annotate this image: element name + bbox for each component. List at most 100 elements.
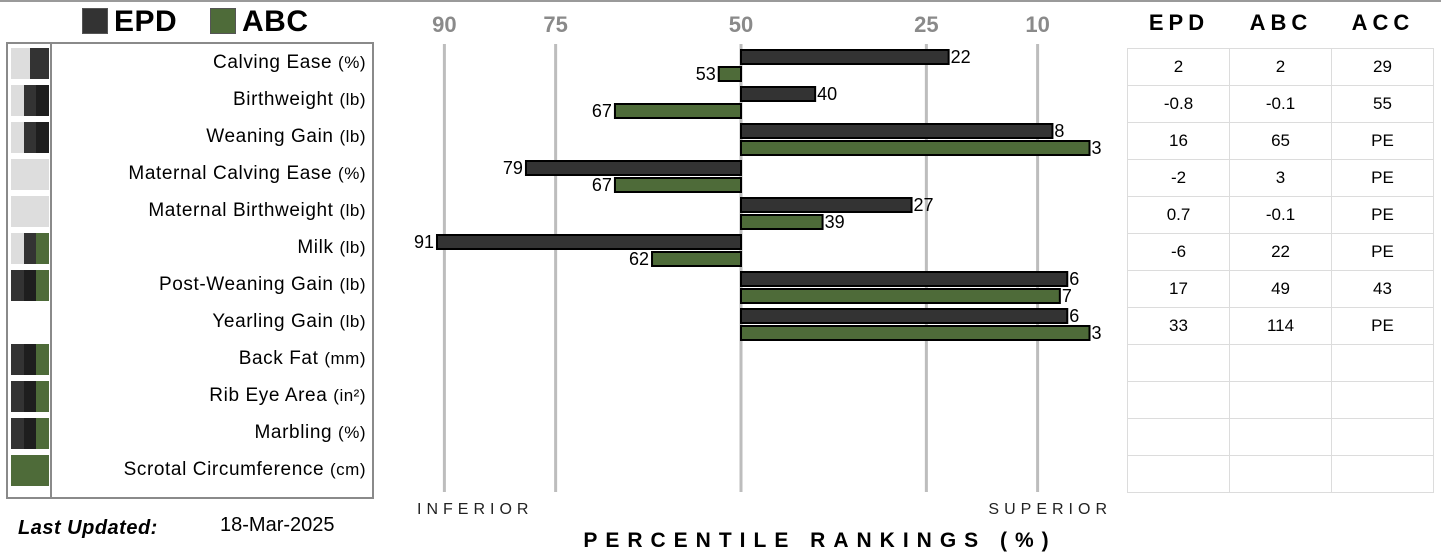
- table-cell: [1229, 418, 1333, 456]
- table-row: -0.8 -0.1 55: [1126, 85, 1434, 123]
- trait-swatch-segment: [11, 196, 49, 227]
- table-row: -2 3 PE: [1126, 159, 1434, 197]
- data-label: 7: [1062, 286, 1072, 306]
- trait-row: Post-Weaning Gain (lb): [8, 267, 372, 304]
- data-label: 91: [414, 232, 434, 252]
- trait-swatch: [10, 47, 50, 80]
- epd-bar: [524, 160, 743, 176]
- trait-row: Maternal Birthweight (lb): [8, 193, 372, 230]
- trait-name: Calving Ease: [213, 52, 339, 73]
- trait-swatch-segment: [11, 381, 24, 412]
- trait-swatch: [10, 417, 50, 450]
- table-row: 33 114 PE: [1126, 307, 1434, 345]
- epd-bar: [740, 86, 817, 102]
- table-cell: 29: [1331, 48, 1434, 86]
- abc-bar: [717, 66, 743, 82]
- table-cell: 43: [1331, 270, 1434, 308]
- top-divider: [0, 0, 1441, 2]
- table-cell: -6: [1126, 233, 1231, 271]
- epd-bar: [740, 49, 950, 65]
- table-cell: PE: [1331, 159, 1434, 197]
- trait-swatch-segment: [11, 48, 30, 79]
- table-cell: [1126, 381, 1231, 419]
- trait-name: Birthweight: [232, 89, 340, 110]
- trait-row: Calving Ease (%): [8, 45, 372, 82]
- table-row: 2 2 29: [1126, 48, 1434, 86]
- trait-swatch-segment: [23, 381, 37, 412]
- table-header-abc: ABC: [1249, 10, 1313, 35]
- trait-swatch: [10, 195, 50, 228]
- trait-swatch-segment: [36, 418, 49, 449]
- values-table: 2 2 29 -0.8 -0.1 55 16 65 PE -2 3 PE 0.7 -0.1 PE -6 22 PE…: [1126, 48, 1434, 493]
- trait-swatch-segment: [23, 344, 37, 375]
- abc-bar: [740, 140, 1091, 156]
- trait-label: Birthweight (lb): [233, 89, 366, 111]
- trait-swatch-segment: [36, 270, 49, 301]
- trait-label: Post-Weaning Gain (lb): [159, 274, 366, 296]
- data-label: 3: [1092, 138, 1102, 158]
- trait-swatch: [10, 158, 50, 191]
- trait-name: Yearling Gain: [212, 311, 340, 332]
- trait-name: Weaning Gain: [206, 126, 340, 147]
- trait-row: Maternal Calving Ease (%): [8, 156, 372, 193]
- abc-bar: [613, 103, 743, 119]
- trait-label: Calving Ease (%): [213, 52, 366, 74]
- legend: EPD ABC: [0, 5, 360, 40]
- table-cell: 33: [1126, 307, 1231, 345]
- trait-row: Back Fat (mm): [8, 341, 372, 378]
- data-label: 79: [503, 158, 523, 178]
- trait-unit: (lb): [339, 275, 366, 294]
- table-cell: [1126, 455, 1231, 493]
- superior-label: SUPERIOR: [988, 501, 1112, 518]
- table-cell: 2: [1229, 48, 1333, 86]
- trait-name: Maternal Calving Ease: [128, 163, 339, 184]
- table-cell: -0.8: [1126, 85, 1231, 123]
- table-row: [1126, 381, 1434, 419]
- table-row: -6 22 PE: [1126, 233, 1434, 271]
- trait-swatch-segment: [36, 344, 49, 375]
- trait-name: Post-Weaning Gain: [158, 274, 340, 295]
- trait-unit: (cm): [330, 460, 366, 479]
- table-cell: [1229, 455, 1333, 493]
- trait-swatch-segment: [36, 85, 49, 116]
- trait-swatch: [10, 306, 50, 339]
- trait-row: Scrotal Circumference (cm): [8, 452, 372, 489]
- table-row: [1126, 344, 1434, 382]
- abc-bar: [651, 251, 743, 267]
- data-label: 39: [825, 212, 845, 232]
- trait-label: Maternal Calving Ease (%): [128, 163, 366, 185]
- trait-swatch: [10, 121, 50, 154]
- table-cell: [1229, 381, 1333, 419]
- inferior-label: INFERIOR: [417, 501, 533, 518]
- table-row: [1126, 455, 1434, 493]
- trait-unit: (lb): [339, 127, 366, 146]
- trait-label: Scrotal Circumference (cm): [124, 459, 366, 481]
- last-updated-label: Last Updated:: [18, 517, 158, 539]
- table-row: 0.7 -0.1 PE: [1126, 196, 1434, 234]
- table-cell: 0.7: [1126, 196, 1231, 234]
- table-cell: [1331, 418, 1434, 456]
- trait-swatch-segment: [36, 381, 49, 412]
- trait-swatch-segment: [11, 85, 24, 116]
- table-cell: [1126, 418, 1231, 456]
- x-axis-title: PERCENTILE RANKINGS (%): [583, 529, 1056, 552]
- tick-label: 90: [432, 12, 456, 37]
- trait-swatch-segment: [23, 270, 37, 301]
- trait-unit: (in²): [333, 386, 366, 405]
- trait-row: Milk (lb): [8, 230, 372, 267]
- trait-swatch-segment: [36, 122, 49, 153]
- table-cell: 65: [1229, 122, 1333, 160]
- trait-swatch-segment: [30, 48, 49, 79]
- data-label: 67: [592, 101, 612, 121]
- abc-bar: [740, 325, 1091, 341]
- table-cell: 16: [1126, 122, 1231, 160]
- trait-swatch: [10, 269, 50, 302]
- trait-unit: (lb): [339, 90, 366, 109]
- data-label: 8: [1054, 121, 1064, 141]
- table-cell: [1331, 381, 1434, 419]
- table-cell: -2: [1126, 159, 1231, 197]
- table-cell: -0.1: [1229, 85, 1333, 123]
- table-cell: [1331, 344, 1434, 382]
- trait-swatch-segment: [11, 270, 24, 301]
- trait-row: Yearling Gain (lb): [8, 304, 372, 341]
